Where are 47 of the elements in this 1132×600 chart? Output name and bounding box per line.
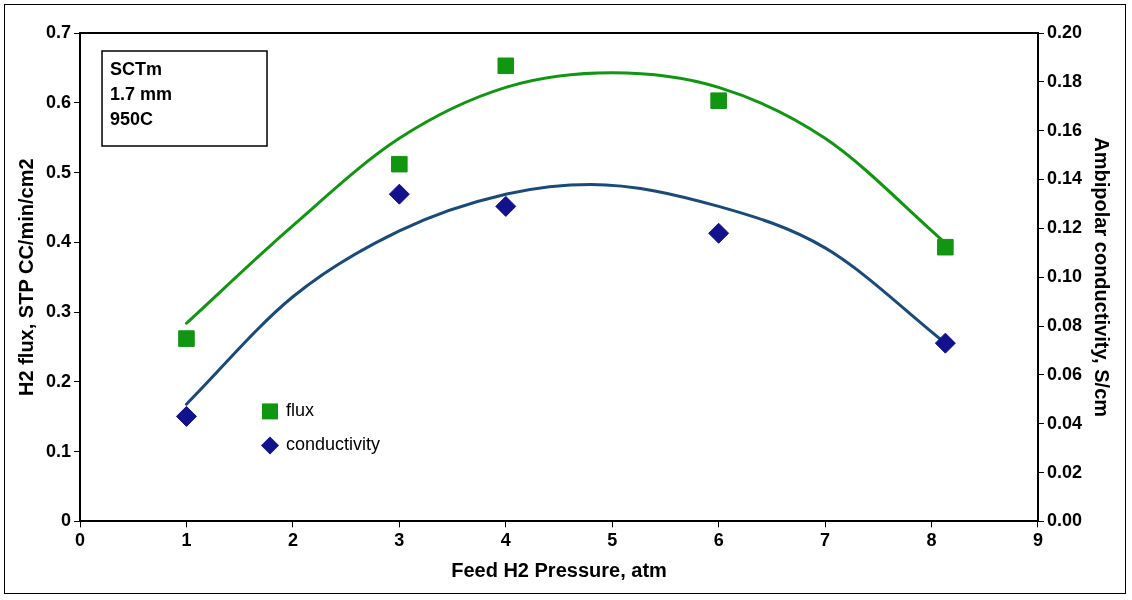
y2-tick-label: 0.20 — [1046, 21, 1083, 42]
y2-tick-label: 0.16 — [1046, 119, 1083, 140]
x-tick-label: 7 — [820, 530, 831, 551]
point — [175, 405, 197, 427]
y-tick-label: 0.5 — [45, 161, 72, 182]
x-tick-label: 4 — [500, 530, 511, 551]
point — [937, 238, 954, 256]
legend-label: conductivity — [286, 434, 381, 455]
x-tick-label: 1 — [181, 530, 192, 551]
x-tick-label: 6 — [713, 530, 724, 551]
point — [497, 57, 515, 75]
point — [391, 155, 408, 173]
y-tick-label: 0.3 — [45, 301, 72, 322]
y-tick-label: 0.1 — [45, 440, 72, 461]
x-tick-label: 3 — [394, 530, 405, 551]
y2-tick-label: 0.06 — [1046, 363, 1083, 384]
annotation: 1.7 mm — [110, 83, 173, 104]
legend-label: flux — [286, 400, 315, 421]
x-axis-title: Feed H2 Pressure, atm — [451, 558, 667, 581]
y2-tick-label: 0.02 — [1046, 461, 1083, 482]
y-tick-label: 0.7 — [45, 21, 72, 42]
point — [178, 330, 195, 347]
y2-tick-label: 0.12 — [1046, 217, 1083, 238]
y2-axis-title: Ambipolar conductivity, S/cm — [1091, 137, 1114, 418]
y2-tick-label: 0.14 — [1046, 168, 1083, 189]
y2-tick-label: 0.00 — [1046, 510, 1083, 531]
y2-tick-label: 0.04 — [1046, 412, 1083, 433]
annotation: SCTm — [110, 58, 163, 79]
y-tick-label: 0.4 — [45, 231, 72, 252]
point — [495, 195, 517, 217]
annotation: 950C — [110, 108, 154, 129]
x-tick-label: 5 — [607, 530, 618, 551]
point — [708, 222, 730, 244]
y-tick-label: 0.6 — [45, 91, 72, 112]
x-tick-label: 9 — [1032, 530, 1043, 551]
point — [934, 332, 956, 354]
point — [710, 92, 727, 109]
y2-tick-label: 0.08 — [1046, 315, 1083, 336]
y-tick-label: 0 — [61, 510, 72, 531]
y-tick-label: 0.2 — [45, 370, 72, 391]
y2-tick-label: 0.18 — [1046, 70, 1083, 91]
x-tick-label: 2 — [287, 530, 298, 551]
x-tick-label: 0 — [75, 530, 86, 551]
point — [388, 183, 410, 205]
y2-tick-label: 0.10 — [1046, 266, 1083, 287]
x-tick-label: 8 — [926, 530, 937, 551]
y-axis-title: H2 flux, STP CC/min/cm2 — [14, 158, 37, 396]
